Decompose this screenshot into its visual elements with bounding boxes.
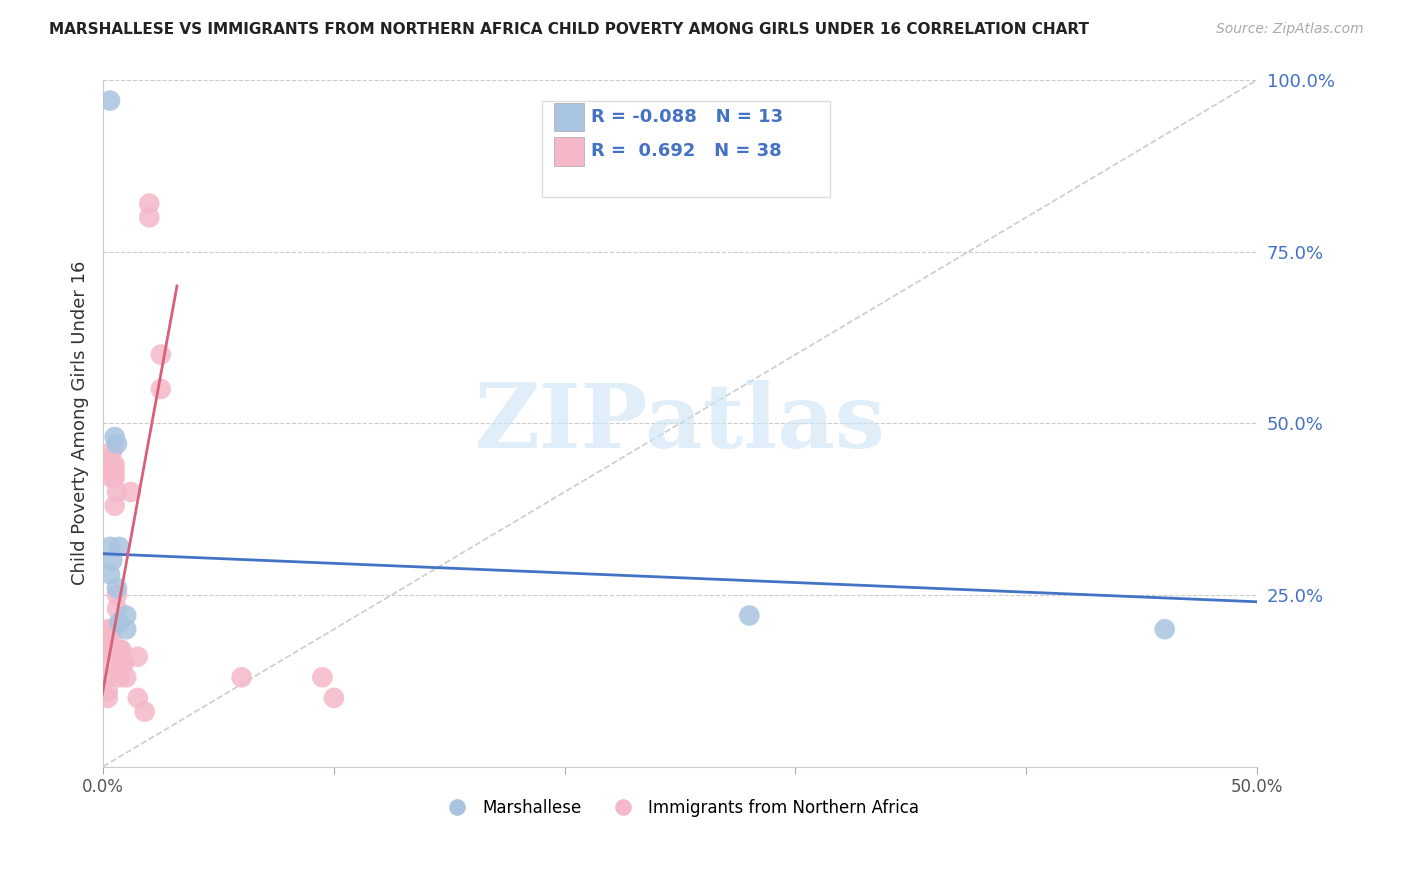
FancyBboxPatch shape <box>554 103 585 131</box>
Point <box>104 471 127 485</box>
Text: R =  0.692   N = 38: R = 0.692 N = 38 <box>592 143 782 161</box>
Point <box>149 382 172 396</box>
Point <box>101 458 124 472</box>
Point <box>110 657 132 671</box>
Point <box>115 608 138 623</box>
Point <box>98 450 121 465</box>
Point <box>98 540 121 554</box>
Point <box>127 649 149 664</box>
Point <box>120 484 142 499</box>
Point <box>97 670 120 684</box>
Point <box>108 670 131 684</box>
Legend: Marshallese, Immigrants from Northern Africa: Marshallese, Immigrants from Northern Af… <box>434 792 927 823</box>
Point <box>101 471 124 485</box>
Point <box>322 690 344 705</box>
Point <box>1153 622 1175 636</box>
Point <box>101 443 124 458</box>
Point <box>112 657 135 671</box>
Point <box>149 348 172 362</box>
Point <box>98 94 121 108</box>
Point <box>105 484 128 499</box>
Point <box>104 464 127 478</box>
Point <box>105 601 128 615</box>
Point <box>97 657 120 671</box>
Point <box>110 643 132 657</box>
Point <box>101 622 124 636</box>
Point <box>134 705 156 719</box>
Point <box>108 643 131 657</box>
Point <box>97 636 120 650</box>
Text: Source: ZipAtlas.com: Source: ZipAtlas.com <box>1216 22 1364 37</box>
Point <box>98 567 121 582</box>
Point <box>97 690 120 705</box>
Y-axis label: Child Poverty Among Girls Under 16: Child Poverty Among Girls Under 16 <box>72 261 89 585</box>
Point <box>108 615 131 630</box>
Point <box>101 636 124 650</box>
Point <box>127 690 149 705</box>
Point <box>104 499 127 513</box>
Point <box>101 553 124 567</box>
Point <box>105 581 128 595</box>
Point <box>311 670 333 684</box>
Point <box>105 437 128 451</box>
Point <box>105 588 128 602</box>
Text: R = -0.088   N = 13: R = -0.088 N = 13 <box>592 108 783 126</box>
Point <box>138 211 160 225</box>
Point <box>104 458 127 472</box>
Point <box>97 684 120 698</box>
Point <box>138 196 160 211</box>
Point <box>108 540 131 554</box>
Point <box>738 608 761 623</box>
Point <box>104 430 127 444</box>
Text: MARSHALLESE VS IMMIGRANTS FROM NORTHERN AFRICA CHILD POVERTY AMONG GIRLS UNDER 1: MARSHALLESE VS IMMIGRANTS FROM NORTHERN … <box>49 22 1090 37</box>
Point <box>98 464 121 478</box>
FancyBboxPatch shape <box>541 101 830 197</box>
Point <box>97 622 120 636</box>
Point <box>115 622 138 636</box>
Point <box>231 670 253 684</box>
FancyBboxPatch shape <box>554 137 585 166</box>
Text: ZIPatlas: ZIPatlas <box>475 380 886 467</box>
Point <box>115 670 138 684</box>
Point <box>97 643 120 657</box>
